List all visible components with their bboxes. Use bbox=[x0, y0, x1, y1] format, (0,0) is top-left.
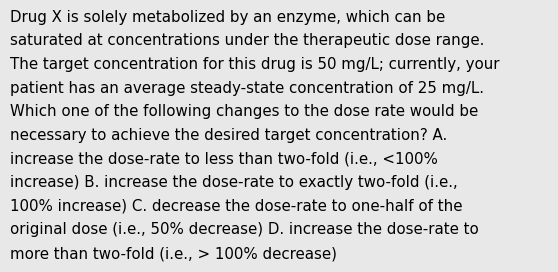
Text: The target concentration for this drug is 50 mg/L; currently, your: The target concentration for this drug i… bbox=[10, 57, 499, 72]
Text: Which one of the following changes to the dose rate would be: Which one of the following changes to th… bbox=[10, 104, 478, 119]
Text: necessary to achieve the desired target concentration? A.: necessary to achieve the desired target … bbox=[10, 128, 448, 143]
Text: Drug X is solely metabolized by an enzyme, which can be: Drug X is solely metabolized by an enzym… bbox=[10, 10, 445, 24]
Text: 100% increase) C. decrease the dose-rate to one-half of the: 100% increase) C. decrease the dose-rate… bbox=[10, 199, 463, 214]
Text: increase) B. increase the dose-rate to exactly two-fold (i.e.,: increase) B. increase the dose-rate to e… bbox=[10, 175, 458, 190]
Text: original dose (i.e., 50% decrease) D. increase the dose-rate to: original dose (i.e., 50% decrease) D. in… bbox=[10, 222, 479, 237]
Text: increase the dose-rate to less than two-fold (i.e., <100%: increase the dose-rate to less than two-… bbox=[10, 152, 438, 166]
Text: more than two-fold (i.e., > 100% decrease): more than two-fold (i.e., > 100% decreas… bbox=[10, 246, 337, 261]
Text: saturated at concentrations under the therapeutic dose range.: saturated at concentrations under the th… bbox=[10, 33, 484, 48]
Text: patient has an average steady-state concentration of 25 mg/L.: patient has an average steady-state conc… bbox=[10, 81, 484, 95]
